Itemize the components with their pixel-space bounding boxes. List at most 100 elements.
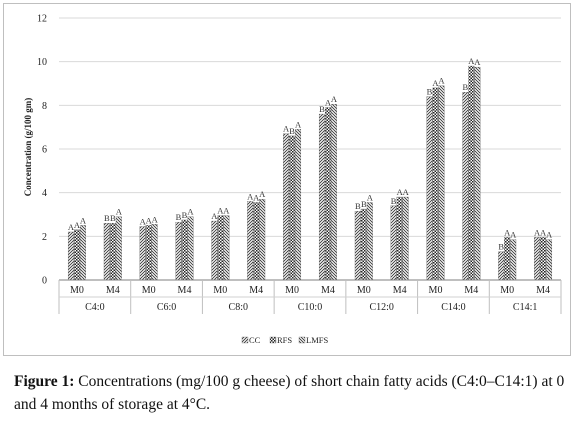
axes xyxy=(58,279,562,314)
significance-letter: A xyxy=(504,227,511,237)
subcategory-label: M0 xyxy=(213,285,227,296)
subcategory-label: M4 xyxy=(321,285,335,296)
bar-rfs xyxy=(253,202,260,281)
bar-cc xyxy=(354,211,361,281)
significance-letter: A xyxy=(432,78,439,88)
bar-rfs xyxy=(396,196,403,281)
group-label: C10:0 xyxy=(298,302,322,313)
group-label: C14:1 xyxy=(513,302,537,313)
significance-letter: A xyxy=(152,214,159,224)
y-tick-label: 8 xyxy=(42,101,47,112)
significance-letter: A xyxy=(253,192,260,202)
bar-rfs xyxy=(324,107,331,281)
bar-rfs xyxy=(360,208,367,281)
significance-letter: A xyxy=(468,56,475,66)
subcategory-label: M0 xyxy=(285,285,299,296)
significance-letter: A xyxy=(546,230,553,240)
significance-letter: A xyxy=(116,207,123,217)
bar-lmfs xyxy=(223,215,230,281)
significance-letter: A xyxy=(140,217,147,227)
significance-letter: A xyxy=(367,192,374,202)
significance-letter: B xyxy=(361,199,367,209)
significance-letter: A xyxy=(187,207,194,217)
significance-letter: A xyxy=(325,98,332,108)
bar-rfs xyxy=(217,215,224,281)
bar-rfs xyxy=(73,229,80,281)
figure-caption: Figure 1: Concentrations (mg/100 g chees… xyxy=(14,370,570,416)
significance-letter: A xyxy=(80,215,87,225)
subcategory-label: M4 xyxy=(536,285,550,296)
significance-letter: A xyxy=(397,187,404,197)
legend-swatch-cc xyxy=(241,336,249,344)
bar-lmfs xyxy=(295,129,302,281)
significance-letter: A xyxy=(474,57,481,67)
bar-cc xyxy=(390,205,397,281)
bar-lmfs xyxy=(115,216,122,281)
bar-cc xyxy=(318,113,325,281)
significance-letter: A xyxy=(510,230,517,240)
bar-rfs xyxy=(145,225,152,281)
bar-lmfs xyxy=(510,239,517,281)
subcategory-label: M0 xyxy=(500,285,514,296)
significance-letter: A xyxy=(247,191,254,201)
caption-text: Concentrations (mg/100 g cheese) of shor… xyxy=(14,373,565,413)
group-label: C14:0 xyxy=(441,302,465,313)
bars xyxy=(67,65,553,281)
subcategory-label: M0 xyxy=(70,285,84,296)
significance-letter: A xyxy=(295,119,302,129)
bar-rfs xyxy=(468,65,475,281)
bar-rfs xyxy=(109,223,116,281)
bar-lmfs xyxy=(402,196,409,281)
caption-label: Figure 1: xyxy=(14,373,75,390)
significance-letter: A xyxy=(331,94,338,104)
y-tick-label: 10 xyxy=(37,57,47,68)
subcategory-label: M0 xyxy=(357,285,371,296)
significance-letter: A xyxy=(223,206,230,216)
significance-letter: B xyxy=(427,87,433,97)
y-tick-label: 4 xyxy=(42,188,47,199)
bar-cc xyxy=(498,251,505,281)
bar-cc xyxy=(175,221,182,281)
significance-letter: A xyxy=(68,222,75,232)
significance-letter: A xyxy=(259,189,266,199)
significance-letter: B xyxy=(182,210,188,220)
significance-letter: A xyxy=(438,76,445,86)
significance-letter: A xyxy=(217,206,224,216)
significance-letter: B xyxy=(104,213,110,223)
subcategory-label: M4 xyxy=(178,285,192,296)
legend-label-rfs: RFS xyxy=(277,335,292,345)
significance-letter: B xyxy=(289,126,295,136)
legend: CC RFS LMFS xyxy=(241,335,328,345)
significance-letter: B xyxy=(463,82,469,92)
bar-lmfs xyxy=(546,239,553,281)
bar-cc xyxy=(426,96,433,281)
significance-letter: A xyxy=(403,187,410,197)
y-tick-label: 12 xyxy=(37,14,47,25)
legend-swatch-lmfs xyxy=(298,336,306,344)
group-label: C12:0 xyxy=(369,302,393,313)
bar-cc xyxy=(211,220,218,281)
subcategory-label: M4 xyxy=(464,285,478,296)
bar-cc xyxy=(534,237,541,281)
group-label: C8:0 xyxy=(229,302,248,313)
y-tick-label: 6 xyxy=(42,145,47,156)
bar-rfs xyxy=(432,87,439,281)
significance-letter: A xyxy=(146,215,153,225)
bar-lmfs xyxy=(259,199,266,281)
significance-letter: B xyxy=(176,212,182,222)
significance-letter: B xyxy=(319,104,325,114)
significance-letter: A xyxy=(74,220,81,230)
significance-letter: A xyxy=(534,227,541,237)
subcategory-label: M4 xyxy=(393,285,407,296)
bar-rfs xyxy=(289,135,296,281)
bar-cc xyxy=(247,201,254,281)
bar-lmfs xyxy=(330,104,337,281)
significance-letter: A xyxy=(283,124,290,134)
bar-cc xyxy=(139,226,146,281)
bar-lmfs xyxy=(79,225,86,281)
group-label: C6:0 xyxy=(157,302,176,313)
bar-cc xyxy=(283,133,290,281)
